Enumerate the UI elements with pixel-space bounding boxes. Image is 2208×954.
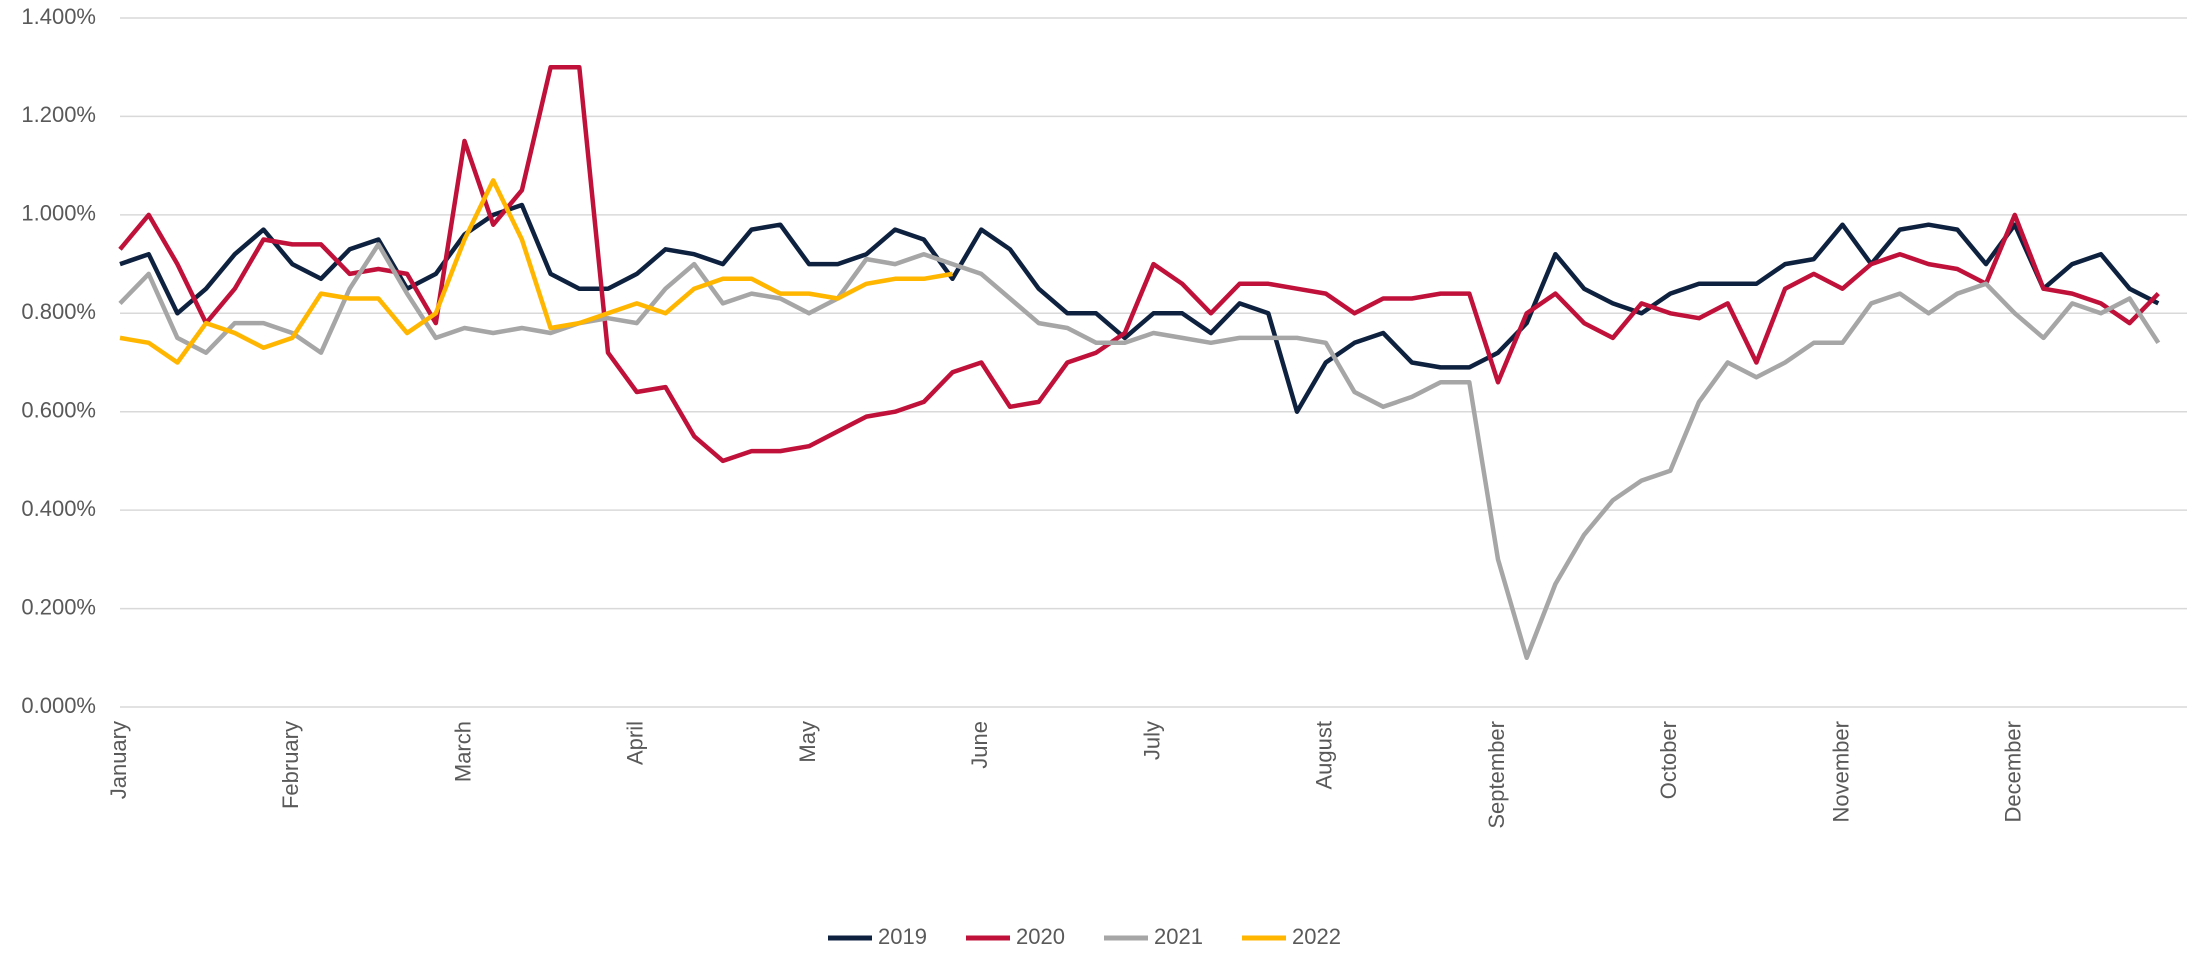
x-tick-label: June [967,721,992,769]
x-tick-label: February [278,721,303,809]
y-tick-label: 1.400% [21,4,96,29]
y-tick-label: 1.000% [21,201,96,226]
series-line [119,178,953,365]
y-tick-label: 0.800% [21,299,96,324]
x-tick-label: December [2001,721,2026,822]
x-tick-label: August [1312,721,1337,790]
legend-label: 2019 [878,924,927,949]
legend-label: 2022 [1292,924,1341,949]
y-tick-label: 0.200% [21,594,96,619]
y-tick-label: 0.400% [21,496,96,521]
x-tick-label: March [450,721,475,782]
y-tick-label: 0.000% [21,693,96,718]
legend-label: 2021 [1154,924,1203,949]
legend-label: 2020 [1016,924,1065,949]
series-line [119,202,2160,414]
x-tick-label: October [1656,721,1681,799]
series-line [118,64,2160,464]
y-tick-label: 0.600% [21,398,96,423]
x-tick-label: May [795,721,820,763]
series-line [118,242,2161,661]
y-tick-label: 1.200% [21,102,96,127]
x-tick-label: July [1139,721,1164,760]
x-tick-label: November [1828,721,1853,822]
x-tick-label: September [1484,721,1509,829]
x-tick-label: January [106,721,131,799]
x-tick-label: April [623,721,648,765]
